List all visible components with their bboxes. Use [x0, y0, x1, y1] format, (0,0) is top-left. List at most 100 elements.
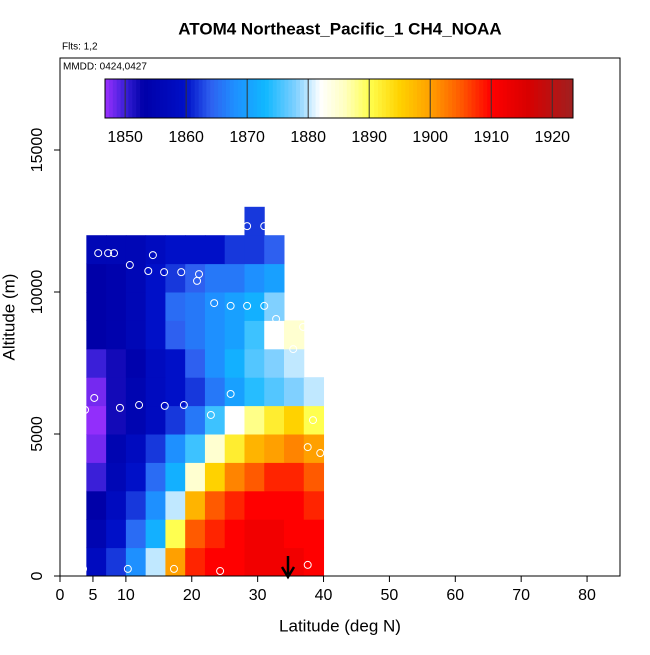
colorbar-segment: [202, 79, 207, 118]
colorbar-segment: [116, 79, 122, 118]
heatmap-cell: [185, 235, 206, 265]
colorbar-segment: [307, 79, 313, 118]
observation-point: [303, 560, 312, 569]
arrow: [280, 556, 296, 580]
colorbar-segment: [378, 79, 383, 118]
colorbar-tick-label: 1860: [168, 129, 204, 146]
heatmap-cell: [86, 462, 107, 492]
colorbar-segment: [339, 79, 344, 118]
heatmap-cell: [284, 405, 305, 435]
heatmap-cell: [145, 434, 166, 463]
colorbar-segment: [541, 79, 547, 118]
plot-frame: [59, 57, 621, 577]
heatmap-cell: [264, 490, 285, 520]
observation-point: [144, 266, 153, 275]
heatmap-cell: [204, 235, 226, 265]
colorbar-segment: [487, 79, 492, 118]
heatmap-cell: [244, 206, 265, 236]
heatmap-cell: [106, 405, 127, 435]
heatmap-cell: [86, 434, 107, 463]
colorbar-segment: [280, 79, 285, 118]
colorbar-segment: [175, 79, 180, 118]
heatmap-cell: [204, 405, 226, 435]
colorbar-segment: [120, 79, 125, 118]
heatmap-cell: [165, 377, 186, 407]
colorbar-segment: [147, 79, 153, 118]
y-tick-label: 10000: [29, 270, 46, 315]
colorbar-segment: [444, 79, 449, 118]
colorbar-segment: [179, 79, 184, 118]
observation-point: [272, 314, 281, 323]
heatmap-cell: [185, 348, 206, 378]
heatmap-cell: [264, 519, 285, 549]
colorbar-segment: [561, 79, 566, 118]
colorbar-segment: [502, 79, 508, 118]
heatmap-cell: [264, 263, 285, 293]
colorbar-segment: [479, 79, 484, 118]
heatmap-cell: [185, 377, 206, 407]
colorbar-segment: [565, 79, 570, 118]
observation-point: [179, 401, 188, 410]
observation-point: [115, 403, 124, 412]
heatmap-cell: [145, 519, 166, 549]
heatmap-cell: [125, 405, 147, 435]
x-tick-label: 5: [88, 587, 97, 604]
colorbar-segment: [140, 79, 145, 118]
colorbar-segment: [303, 79, 309, 118]
heatmap-cell: [303, 405, 325, 435]
colorbar-segment: [284, 79, 289, 118]
y-tick-label: 15000: [29, 128, 46, 173]
x-tick-label: 0: [56, 587, 65, 604]
colorbar-segment: [510, 79, 515, 118]
heatmap-cell: [204, 434, 226, 463]
observation-point: [135, 401, 144, 410]
colorbar-segment: [249, 79, 254, 118]
colorbar-segment: [401, 79, 406, 118]
colorbar-segment: [288, 79, 293, 118]
heatmap-cell: [145, 462, 166, 492]
colorbar-segment: [432, 79, 437, 118]
colorbar-segment: [452, 79, 457, 118]
observation-point: [216, 567, 225, 576]
colorbar-segment: [268, 79, 274, 118]
chart-title: ATOM4 Northeast_Pacific_1 CH4_NOAA: [178, 19, 501, 38]
x-tick-label: 50: [381, 587, 399, 604]
heatmap-cell: [204, 490, 226, 520]
heatmap-cell: [303, 462, 325, 492]
colorbar-segment: [218, 79, 223, 118]
points: [79, 222, 325, 576]
colorbar-segment: [323, 79, 328, 118]
colorbar-segment: [276, 79, 281, 118]
heatmap-cell: [303, 377, 325, 407]
observation-point: [243, 222, 252, 231]
heatmap: [86, 206, 325, 577]
heatmap-cell: [224, 320, 245, 350]
heatmap-cell: [224, 405, 245, 435]
observation-point: [303, 443, 312, 452]
observation-point: [94, 249, 103, 258]
heatmap-cell: [244, 263, 265, 293]
x-tick-label: 40: [315, 587, 333, 604]
colorbar-segment: [296, 79, 301, 118]
colorbar-segment: [557, 79, 562, 118]
colorbar-segment: [374, 79, 379, 118]
colorbar-segment: [428, 79, 434, 118]
heatmap-cell: [106, 490, 127, 520]
colorbar-segment: [183, 79, 188, 118]
arrow-head: [280, 566, 296, 580]
observation-point: [125, 261, 134, 270]
heatmap-cell: [145, 235, 166, 265]
y-tick-label: 0: [29, 571, 46, 580]
colorbar-segment: [491, 79, 496, 118]
colorbar-tick-label: 1900: [412, 129, 448, 146]
heatmap-cell: [264, 235, 285, 265]
heatmap-cell: [185, 519, 206, 549]
heatmap-cell: [264, 348, 285, 378]
colorbar-segment: [530, 79, 535, 118]
heatmap-cell: [284, 320, 305, 350]
colorbar-segment: [132, 79, 137, 118]
heatmap-cell: [244, 462, 265, 492]
heatmap-cell: [125, 292, 147, 321]
heatmap-cell: [106, 235, 127, 265]
heatmap-cell: [165, 292, 186, 321]
